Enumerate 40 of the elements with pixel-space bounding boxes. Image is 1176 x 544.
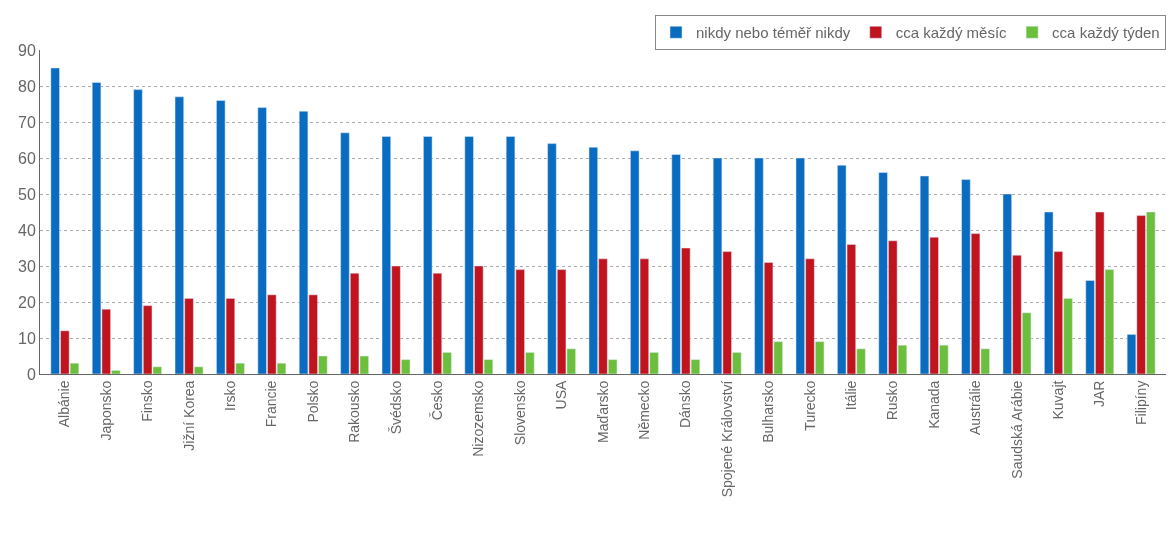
- x-tick-label: Švédsko: [387, 380, 404, 435]
- x-tick-label: Kanada: [925, 380, 942, 429]
- x-tick-label: Maďarsko: [594, 380, 611, 443]
- x-tick-label: Jižní Korea: [180, 380, 197, 451]
- x-tick-label: Rusko: [884, 380, 901, 421]
- y-tick-label: 90: [18, 41, 36, 59]
- x-tick-label: Saudská Arábie: [1008, 380, 1025, 479]
- y-tick-label: 40: [18, 221, 36, 239]
- x-tick-label: Irsko: [221, 380, 238, 411]
- x-tick-label: Slovensko: [511, 380, 528, 446]
- x-tick-label: Austrálie: [967, 380, 984, 436]
- x-tick-label: Finsko: [139, 380, 156, 422]
- x-tick-label: Kuvajt: [1049, 380, 1066, 420]
- x-tick-label: JAR: [1091, 380, 1108, 408]
- x-tick-label: Německo: [635, 380, 652, 440]
- legend-label: nikdy nebo téměř nikdy: [696, 24, 851, 42]
- x-tick-label: Spojené Království: [718, 380, 735, 498]
- x-tick-label: Filipíny: [1132, 380, 1149, 425]
- x-tick-label: Bulharsko: [760, 380, 777, 443]
- x-tick-label: Japonsko: [97, 380, 114, 441]
- y-tick-label: 10: [18, 329, 36, 347]
- y-tick-label: 80: [18, 77, 36, 95]
- x-tick-label: USA: [553, 379, 570, 410]
- x-tick-label: Francie: [263, 380, 280, 428]
- legend-label: cca každý měsíc: [895, 24, 1008, 42]
- y-tick-label: 50: [18, 185, 36, 203]
- x-tick-label: Nizozemsko: [470, 380, 487, 457]
- y-tick-label: 0: [26, 365, 36, 383]
- y-tick-label: 70: [18, 113, 36, 131]
- x-tick-label: Česko: [428, 380, 445, 421]
- y-tick-label: 60: [18, 149, 36, 167]
- x-tick-label: Albánie: [56, 380, 73, 428]
- legend-label: cca každý týden: [1052, 24, 1160, 42]
- y-tick-label: 30: [18, 257, 36, 275]
- x-tick-label: Dánsko: [677, 380, 694, 429]
- x-tick-label: Turecko: [801, 380, 818, 431]
- x-tick-label: Rakousko: [346, 380, 363, 443]
- x-tick-label: Polsko: [304, 380, 321, 423]
- x-tick-label: Itálie: [842, 380, 859, 411]
- y-tick-label: 20: [18, 293, 36, 311]
